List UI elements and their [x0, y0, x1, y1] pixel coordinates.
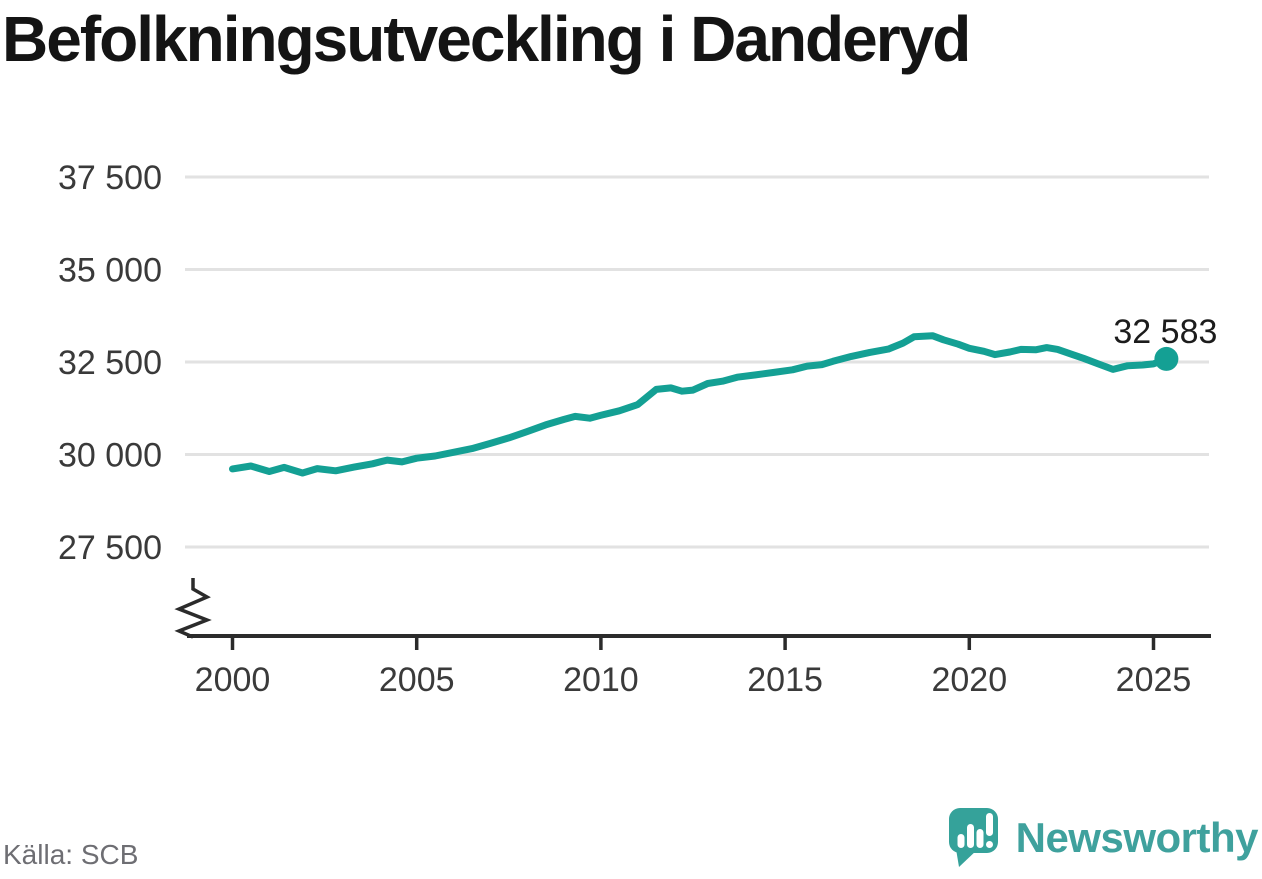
y-tick-label-37500: 37 500 — [58, 159, 162, 197]
y-tick-label-35000: 35 000 — [58, 252, 162, 290]
newsworthy-bars-exclamation-icon — [948, 808, 998, 867]
y-tick-label-27500: 27 500 — [58, 529, 162, 567]
series-line — [229, 332, 1170, 477]
source-note: Källa: SCB — [3, 839, 139, 870]
x-tick-label-2025: 2025 — [1116, 661, 1192, 699]
series-end-value-label: 32 583 — [1113, 313, 1217, 351]
y-tick-label-30000: 30 000 — [58, 437, 162, 475]
x-tick-label-2020: 2020 — [931, 661, 1007, 699]
y-tick-label-32500: 32 500 — [58, 344, 162, 382]
x-tick-label-2015: 2015 — [747, 661, 823, 699]
series-end-dot — [1154, 346, 1179, 371]
x-tick-label-2005: 2005 — [379, 661, 455, 699]
page-title: Befolkningsutveckling i Danderyd — [2, 3, 971, 75]
x-tick-label-2000: 2000 — [195, 661, 271, 699]
x-tick-label-2010: 2010 — [563, 661, 639, 699]
population-line-chart: 37 500 35 000 32 500 30 000 27 500 2000 2005 20… — [58, 159, 1217, 699]
newsworthy-wordmark: Newsworthy — [1015, 814, 1259, 861]
y-axis-break-icon — [174, 578, 212, 639]
newsworthy-logo: Newsworthy — [947, 807, 1259, 869]
